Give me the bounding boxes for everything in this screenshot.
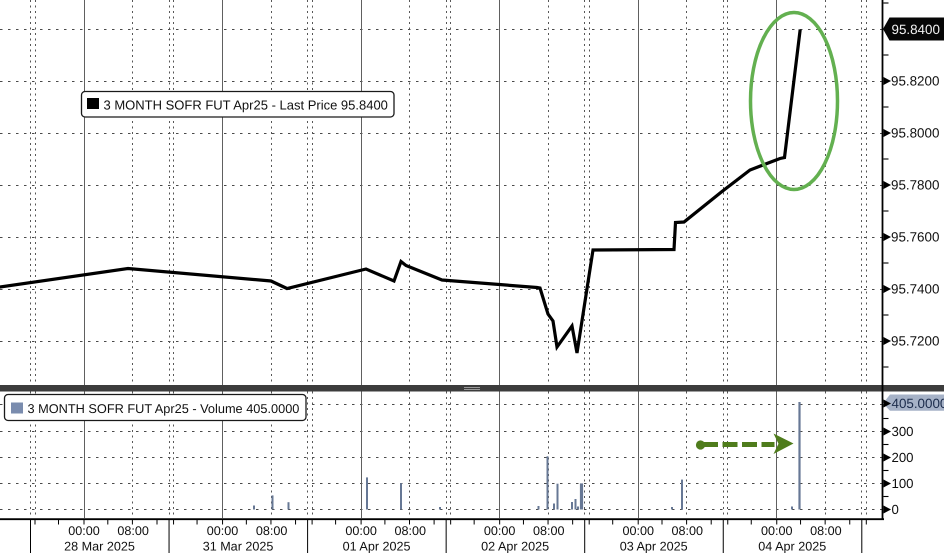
svg-text:00:00: 00:00 — [68, 524, 100, 538]
svg-text:08:00: 08:00 — [256, 524, 288, 538]
svg-text:3 MONTH SOFR FUT Apr25 - Volum: 3 MONTH SOFR FUT Apr25 - Volume 405.0000 — [28, 401, 300, 416]
svg-text:00:00: 00:00 — [207, 524, 239, 538]
svg-text:02 Apr 2025: 02 Apr 2025 — [481, 540, 549, 553]
svg-text:95.7400: 95.7400 — [891, 282, 939, 297]
svg-text:08:00: 08:00 — [810, 524, 842, 538]
svg-text:01 Apr 2025: 01 Apr 2025 — [343, 540, 411, 553]
svg-text:95.7200: 95.7200 — [891, 334, 939, 349]
svg-text:08:00: 08:00 — [394, 524, 426, 538]
svg-text:03 Apr 2025: 03 Apr 2025 — [620, 540, 688, 553]
svg-text:00:00: 00:00 — [622, 524, 654, 538]
svg-text:0: 0 — [892, 502, 899, 517]
svg-text:95.8400: 95.8400 — [892, 22, 940, 37]
svg-text:31 Mar 2025: 31 Mar 2025 — [203, 540, 274, 553]
svg-text:405.0000: 405.0000 — [892, 396, 944, 411]
svg-text:200: 200 — [892, 450, 914, 465]
svg-text:00:00: 00:00 — [761, 524, 793, 538]
svg-text:08:00: 08:00 — [672, 524, 704, 538]
svg-text:95.7600: 95.7600 — [891, 230, 939, 245]
svg-text:95.8000: 95.8000 — [891, 126, 939, 141]
svg-text:08:00: 08:00 — [117, 524, 149, 538]
svg-text:95.7800: 95.7800 — [891, 178, 939, 193]
svg-text:3 MONTH SOFR FUT Apr25 - Last: 3 MONTH SOFR FUT Apr25 - Last Price 95.8… — [104, 98, 388, 113]
svg-text:08:00: 08:00 — [533, 524, 565, 538]
svg-text:300: 300 — [892, 424, 914, 439]
svg-text:00:00: 00:00 — [345, 524, 377, 538]
svg-text:00:00: 00:00 — [484, 524, 516, 538]
svg-text:04 Apr 2025: 04 Apr 2025 — [758, 540, 826, 553]
svg-text:95.8200: 95.8200 — [891, 74, 939, 89]
svg-text:100: 100 — [892, 476, 914, 491]
svg-text:28 Mar 2025: 28 Mar 2025 — [64, 540, 135, 553]
